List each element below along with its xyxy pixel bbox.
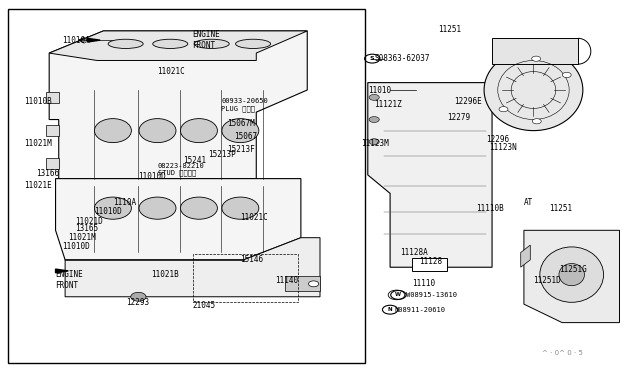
Ellipse shape [236, 39, 271, 48]
Text: 12296: 12296 [486, 135, 509, 144]
Text: 11010: 11010 [368, 86, 391, 94]
Text: 15067: 15067 [234, 132, 257, 141]
Text: 15067M: 15067M [228, 119, 255, 128]
Text: 11021C: 11021C [157, 67, 185, 76]
Ellipse shape [95, 197, 131, 219]
Polygon shape [88, 38, 100, 42]
Circle shape [499, 107, 508, 112]
Text: 11251: 11251 [549, 203, 573, 213]
Ellipse shape [153, 39, 188, 48]
Text: 11251D: 11251D [534, 276, 561, 285]
Text: 12296E: 12296E [454, 97, 481, 106]
Text: 11010D: 11010D [94, 207, 122, 217]
Text: 11021C: 11021C [241, 213, 268, 222]
Text: 11010B: 11010B [24, 97, 51, 106]
Polygon shape [521, 245, 531, 267]
Text: 11251: 11251 [438, 25, 461, 33]
Text: 11010D: 11010D [62, 243, 90, 251]
Polygon shape [368, 83, 492, 267]
Circle shape [308, 281, 319, 287]
Text: 11123N: 11123N [489, 143, 516, 152]
Text: S08363-62037: S08363-62037 [374, 54, 429, 63]
Circle shape [532, 119, 541, 124]
Text: 11121Z: 11121Z [374, 100, 402, 109]
Text: 15213P: 15213P [209, 150, 236, 159]
Polygon shape [46, 125, 59, 136]
Circle shape [388, 290, 404, 300]
Text: 1110A: 1110A [113, 198, 136, 207]
Text: 21045: 21045 [193, 301, 216, 311]
Text: 12279: 12279 [447, 113, 470, 122]
Text: ENGINE
FRONT: ENGINE FRONT [56, 270, 83, 290]
Polygon shape [46, 92, 59, 103]
Circle shape [131, 292, 146, 301]
Polygon shape [46, 158, 59, 169]
Text: N: N [388, 307, 392, 312]
Text: AT: AT [524, 198, 533, 207]
Ellipse shape [139, 119, 176, 142]
Ellipse shape [108, 39, 143, 48]
Text: 12293: 12293 [125, 298, 148, 307]
Circle shape [369, 116, 380, 122]
Text: 11251G: 11251G [559, 264, 587, 273]
Ellipse shape [139, 197, 176, 219]
Ellipse shape [540, 247, 604, 302]
Text: 11140: 11140 [275, 276, 298, 285]
Text: 08223-82210
STUD スタッド: 08223-82210 STUD スタッド [157, 163, 204, 176]
Ellipse shape [222, 197, 259, 219]
Text: W: W [396, 292, 401, 298]
Text: 15146: 15146 [241, 255, 264, 264]
Text: 11010A: 11010A [62, 36, 90, 45]
Polygon shape [285, 276, 320, 291]
Ellipse shape [180, 197, 218, 219]
Text: 11021M: 11021M [24, 139, 51, 148]
Text: ^ · 0^ 0 · 5: ^ · 0^ 0 · 5 [541, 350, 582, 356]
Text: W08915-13610: W08915-13610 [406, 292, 457, 298]
Text: 11021M: 11021M [68, 233, 96, 242]
Text: S: S [370, 56, 374, 61]
Text: 13166: 13166 [36, 169, 60, 177]
Circle shape [532, 56, 541, 61]
Polygon shape [56, 269, 68, 273]
Text: 11021B: 11021B [151, 270, 179, 279]
Text: 11128: 11128 [419, 257, 442, 266]
Circle shape [369, 139, 380, 145]
Text: 00933-20650
PLUG プラグ: 00933-20650 PLUG プラグ [221, 98, 268, 112]
Bar [412, 258, 447, 271]
Polygon shape [492, 38, 578, 64]
Text: N08911-20610: N08911-20610 [394, 307, 445, 313]
Polygon shape [49, 31, 307, 61]
Ellipse shape [222, 119, 259, 142]
Text: 15241: 15241 [183, 155, 206, 165]
Text: 11128A: 11128A [399, 248, 428, 257]
Text: 11021D: 11021D [75, 217, 102, 225]
Bar [8, 9, 365, 363]
Ellipse shape [180, 119, 218, 142]
Polygon shape [56, 179, 301, 260]
Circle shape [369, 94, 380, 100]
Text: 15213F: 15213F [228, 145, 255, 154]
Text: 11123M: 11123M [362, 139, 389, 148]
Ellipse shape [95, 119, 131, 142]
Text: 11010D: 11010D [138, 172, 166, 181]
Circle shape [563, 73, 572, 77]
Bar [193, 254, 298, 302]
Polygon shape [524, 230, 620, 323]
Polygon shape [65, 238, 320, 297]
Polygon shape [49, 31, 307, 179]
Text: ENGINE
FRONT: ENGINE FRONT [193, 31, 220, 50]
Text: 13165: 13165 [75, 224, 98, 233]
Ellipse shape [559, 263, 584, 286]
Text: 11110: 11110 [412, 279, 436, 288]
Text: 11021E: 11021E [24, 182, 51, 190]
Ellipse shape [194, 39, 229, 48]
Ellipse shape [484, 49, 583, 131]
Text: 11110B: 11110B [476, 203, 504, 213]
